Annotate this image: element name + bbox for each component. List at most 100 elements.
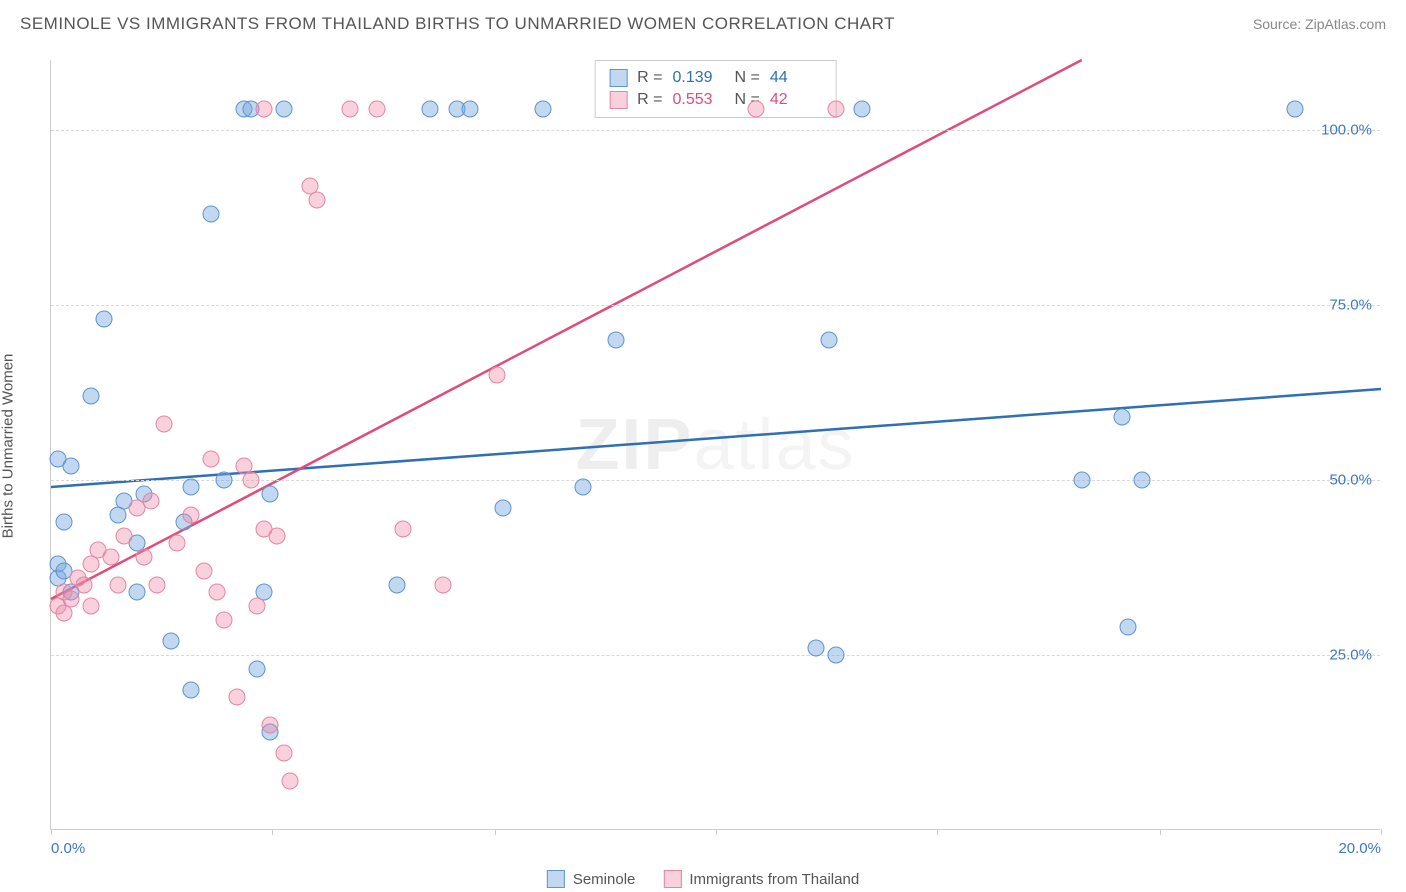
data-point: [195, 563, 212, 580]
x-tick-mark: [1160, 829, 1161, 835]
y-axis-title: Births to Unmarried Women: [0, 354, 17, 539]
n-label: N =: [735, 69, 760, 87]
x-tick-mark: [495, 829, 496, 835]
data-point: [275, 101, 292, 118]
data-point: [422, 101, 439, 118]
data-point: [461, 101, 478, 118]
series-swatch: [609, 69, 627, 87]
gridline: [51, 655, 1380, 656]
data-point: [1113, 409, 1130, 426]
n-value: 44: [770, 69, 822, 87]
data-point: [182, 682, 199, 699]
data-point: [202, 206, 219, 223]
x-tick-mark: [937, 829, 938, 835]
data-point: [56, 514, 73, 531]
data-point: [249, 598, 266, 615]
data-point: [309, 192, 326, 209]
data-point: [488, 367, 505, 384]
data-point: [535, 101, 552, 118]
x-tick-label: 20.0%: [1338, 840, 1381, 857]
data-point: [269, 528, 286, 545]
chart-title: SEMINOLE VS IMMIGRANTS FROM THAILAND BIR…: [20, 14, 895, 34]
legend-label: Immigrants from Thailand: [689, 871, 859, 888]
chart-header: SEMINOLE VS IMMIGRANTS FROM THAILAND BIR…: [0, 0, 1406, 48]
data-point: [169, 535, 186, 552]
y-tick-label: 25.0%: [1329, 647, 1372, 664]
data-point: [388, 577, 405, 594]
data-point: [495, 500, 512, 517]
r-value: 0.553: [673, 91, 725, 109]
legend-swatch: [663, 870, 681, 888]
data-point: [1133, 472, 1150, 489]
data-point: [96, 311, 113, 328]
gridline: [51, 130, 1380, 131]
x-tick-mark: [272, 829, 273, 835]
stats-row: R = 0.139 N = 44: [609, 67, 822, 89]
data-point: [109, 577, 126, 594]
data-point: [1120, 619, 1137, 636]
legend-swatch: [547, 870, 565, 888]
data-point: [821, 332, 838, 349]
data-point: [275, 745, 292, 762]
series-swatch: [609, 91, 627, 109]
data-point: [608, 332, 625, 349]
r-label: R =: [637, 69, 662, 87]
data-point: [209, 584, 226, 601]
data-point: [102, 549, 119, 566]
data-point: [116, 528, 133, 545]
data-point: [142, 493, 159, 510]
x-tick-label: 0.0%: [51, 840, 85, 857]
legend-label: Seminole: [573, 871, 636, 888]
data-point: [854, 101, 871, 118]
stats-row: R =0.553N =42: [609, 89, 822, 111]
data-point: [62, 591, 79, 608]
data-point: [82, 388, 99, 405]
data-point: [242, 472, 259, 489]
n-value: 42: [770, 91, 822, 109]
plot-area: ZIPatlas R =0.139N =44R =0.553N =42 25.0…: [50, 60, 1380, 830]
data-point: [62, 458, 79, 475]
data-point: [162, 633, 179, 650]
bottom-legend: Seminole Immigrants from Thailand: [547, 870, 859, 888]
data-point: [1073, 472, 1090, 489]
stats-legend-box: R =0.139N =44R =0.553N =42: [594, 60, 837, 118]
data-point: [215, 472, 232, 489]
r-label: R =: [637, 91, 662, 109]
gridline: [51, 305, 1380, 306]
data-point: [827, 101, 844, 118]
data-point: [368, 101, 385, 118]
data-point: [182, 507, 199, 524]
legend-item: Seminole: [547, 870, 636, 888]
x-tick-mark: [1381, 829, 1382, 835]
data-point: [435, 577, 452, 594]
data-point: [129, 584, 146, 601]
r-value: 0.139: [673, 69, 725, 87]
data-point: [827, 647, 844, 664]
trend-line: [51, 60, 1082, 599]
data-point: [262, 717, 279, 734]
data-point: [255, 101, 272, 118]
data-point: [395, 521, 412, 538]
data-point: [342, 101, 359, 118]
data-point: [747, 101, 764, 118]
y-tick-label: 50.0%: [1329, 472, 1372, 489]
data-point: [182, 479, 199, 496]
data-point: [156, 416, 173, 433]
legend-item: Immigrants from Thailand: [663, 870, 859, 888]
data-point: [282, 773, 299, 790]
y-tick-label: 75.0%: [1329, 297, 1372, 314]
y-tick-label: 100.0%: [1321, 122, 1372, 139]
data-point: [149, 577, 166, 594]
data-point: [76, 577, 93, 594]
trend-lines-layer: [51, 60, 1380, 829]
chart-source: Source: ZipAtlas.com: [1253, 14, 1386, 32]
data-point: [202, 451, 219, 468]
data-point: [229, 689, 246, 706]
data-point: [215, 612, 232, 629]
data-point: [1286, 101, 1303, 118]
data-point: [249, 661, 266, 678]
data-point: [82, 598, 99, 615]
data-point: [136, 549, 153, 566]
x-tick-mark: [716, 829, 717, 835]
data-point: [575, 479, 592, 496]
